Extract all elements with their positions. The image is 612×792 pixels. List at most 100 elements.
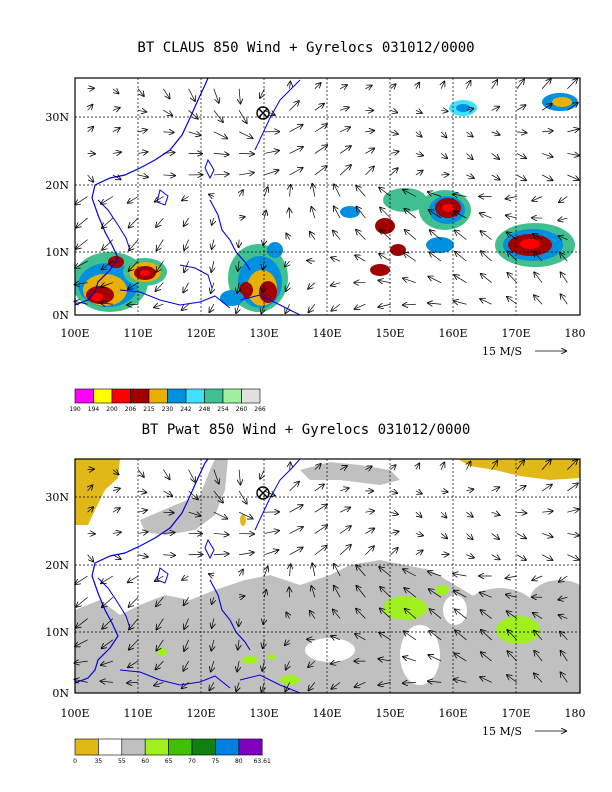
wind-vector [264,170,278,176]
wind-vector [101,661,113,665]
wind-vector [264,531,279,534]
wind-vector [156,282,164,291]
wind-vector [334,586,341,598]
wind-vector [507,232,518,240]
wind-vector [101,196,114,204]
colorbar-label: 242 [180,406,192,413]
wind-vector [428,277,442,283]
wind-vector [428,655,442,662]
wind-vector [138,510,147,512]
wind-vector [380,229,391,240]
wind-vector [188,110,198,118]
wind-vector [404,253,417,262]
wind-vector [188,490,198,499]
wind-vector [491,107,500,111]
wind-vector [112,152,121,153]
wind-vector [184,261,189,272]
wind-vector [314,166,327,176]
wind-vector [491,512,500,515]
wind-vector [101,575,114,583]
colorbar-swatch [167,388,187,404]
wind-vector [516,486,526,492]
wind-vector [466,175,473,178]
colorbar-label: 75 [212,758,220,765]
wind-vector [156,639,164,651]
wind-vector [87,88,94,89]
wind-vector [155,196,164,202]
wind-vector [183,282,189,293]
wind-vector [154,682,164,685]
wind-vector [76,217,88,227]
wind-vector [314,124,327,133]
wind-vector [156,618,164,630]
wind-vector [262,661,264,671]
wind-vector [308,304,316,312]
wind-vector [308,660,316,667]
colorbar-swatch [74,388,94,404]
wind-vector [163,469,169,480]
wind-vector [263,261,265,269]
claus-cloud-blob-east [449,93,578,267]
wind-vector [356,609,366,619]
colorbar-swatch [204,388,224,404]
pwat-y-axis-labels: 0N 10N 20N 30N [45,491,69,700]
wind-vector [466,81,470,89]
colorbar-label: 60 [141,758,149,765]
wind-vector [212,597,214,604]
wind-vector [516,105,526,111]
wind-vector [516,460,524,470]
wind-vector [415,153,423,155]
wind-vector [128,196,139,203]
wind-vector [112,89,119,94]
wind-vector [559,615,568,619]
claus-wind-vectors [75,79,579,314]
colorbar-label: 215 [143,406,155,413]
wind-vector [239,552,254,554]
claus-field [75,93,578,312]
claus-x-tick: 140E [312,327,341,340]
claus-x-tick: 150E [375,327,404,340]
colorbar-label: 63.61 [254,758,271,765]
wind-vector [506,595,517,598]
wind-vector [339,466,347,470]
wind-vector [481,251,492,262]
wind-vector [138,130,147,132]
wind-vector [339,127,350,133]
wind-vector [441,511,446,517]
wind-vector [441,131,446,137]
wind-vector [390,512,398,514]
wind-vector [76,239,88,249]
wind-vector [264,211,266,219]
wind-vector [129,618,139,630]
wind-vector [559,196,568,203]
wind-vector [378,682,391,685]
colorbar-label: 200 [106,406,118,413]
wind-vector [188,512,201,516]
wind-vector [506,215,517,218]
wind-vector [102,217,114,228]
wind-vector [404,631,417,641]
colorbar-swatch [168,738,193,756]
wind-vector [112,488,120,491]
claus-x-tick: 160E [438,327,467,340]
wind-vector [138,491,146,493]
wind-vector [480,231,492,240]
wind-vector [76,618,88,628]
wind-vector [138,532,147,534]
wind-vector [312,563,315,577]
wind-vector [163,512,173,513]
pwat-colorbar: 0 35 55 60 65 70 75 80 63.61 [73,738,271,765]
wind-vector [264,187,267,197]
wind-vector [307,639,315,640]
wind-vector [507,297,518,305]
wind-vector [379,254,391,262]
wind-vector [239,217,244,218]
wind-vector [238,110,247,123]
wind-vector [441,491,447,492]
colorbar-swatch [148,388,168,404]
wind-vector [310,611,316,619]
wind-vector [239,239,240,248]
wind-vector [533,613,543,619]
wind-vector [238,131,252,138]
pwat-y-tick: 20N [45,559,69,572]
